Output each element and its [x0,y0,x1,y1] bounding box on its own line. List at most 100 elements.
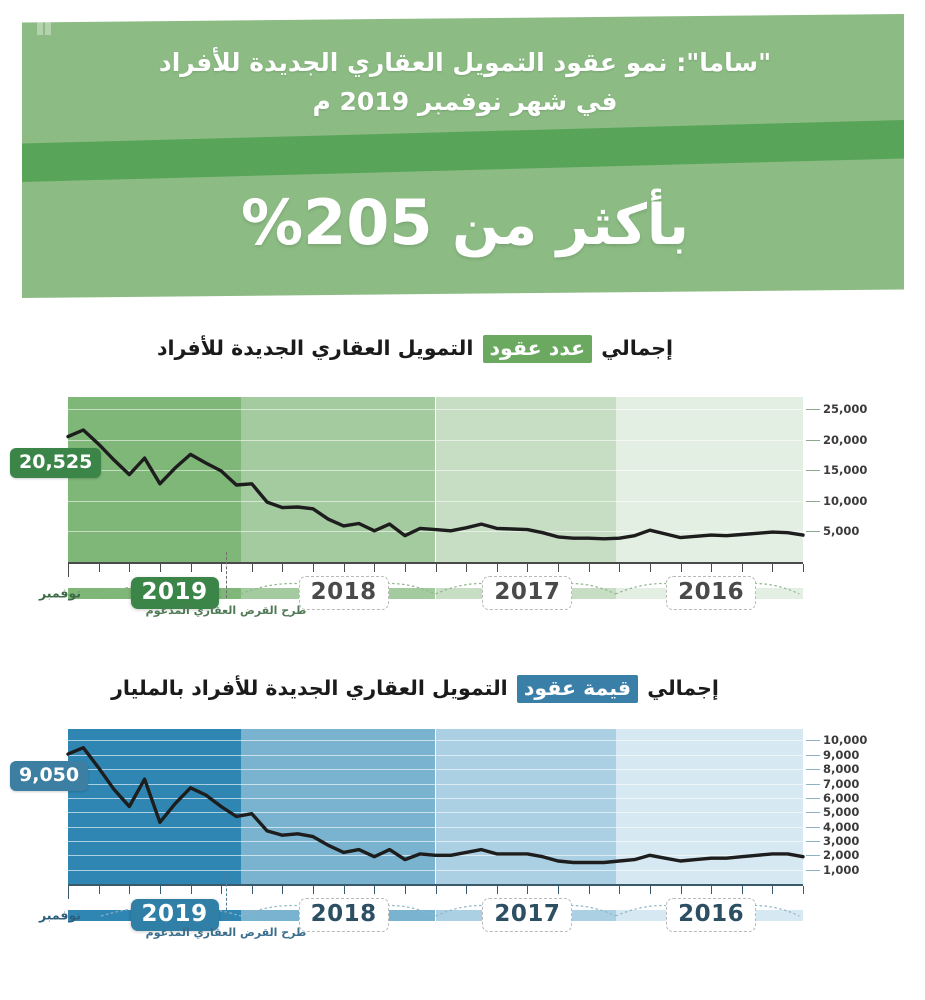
x-axis-tick [588,886,590,894]
data-point-callout: 9,050 [10,761,89,792]
chart-annotation: طرح القرض العقاري المدعوم [145,604,307,617]
x-axis-tick [619,564,621,572]
x-axis-tick [159,564,161,572]
x-axis-tick [803,564,804,572]
headline-statistic: بأكثر من 205% [60,186,870,259]
x-axis-year-2016[interactable]: 2016 [666,898,757,932]
x-axis-tick [98,886,100,894]
headline-number: 205% [241,186,434,259]
page-title-line-1: "ساما": نمو عقود التمويل العقاري الجديدة… [60,44,870,83]
x-axis-tick [496,886,498,894]
x-axis-tick [466,564,468,572]
x-axis-year-2016[interactable]: 2016 [666,576,757,610]
x-axis-year-2018[interactable]: 2018 [298,898,389,932]
gridline [68,531,803,533]
x-axis-tick [496,564,498,572]
x-axis-tick [129,564,131,572]
x-axis-tick [435,886,437,894]
x-axis-tick [343,886,345,894]
x-axis-tick [251,886,253,894]
y-axis-tick [806,855,820,857]
x-axis-tick [435,564,437,572]
y-axis-label: 5,000 [823,805,860,820]
y-axis-tick [806,826,820,828]
y-axis-tick [806,840,820,842]
gridline [68,826,803,828]
y-axis-label: 2,000 [823,848,860,863]
y-axis-tick [806,740,820,742]
gridline [68,812,803,814]
x-axis-month-label: نوفمبر [39,907,81,923]
x-axis-year-2017[interactable]: 2017 [482,898,573,932]
x-axis-tick [282,564,284,572]
x-axis-year-2019[interactable]: 2019 [130,577,219,609]
x-axis-tick [527,564,529,572]
x-axis-tick [313,886,314,894]
y-axis-tick [806,439,820,441]
chart-title-suffix: التمويل العقاري الجديدة للأفراد [156,336,481,360]
y-axis-label: 4,000 [823,819,860,834]
y-axis-tick [806,500,820,502]
x-axis-tick [190,886,192,894]
y-axis-tick [806,783,820,785]
page-title-line-2: في شهر نوفمبر 2019 م [312,86,618,116]
y-axis-label: 10,000 [823,493,868,508]
plot-area-value: 1,000 2,000 3,000 4,000 5,000 6,000 7,000 8,000… [10,729,867,954]
gridline [68,869,803,871]
y-axis-label: 9,000 [823,747,860,762]
gridline [68,754,803,756]
series-line-count-chart [66,428,805,541]
y-axis-tick [806,470,820,472]
y-axis-tick [806,869,820,871]
y-axis-label: 3,000 [823,833,860,848]
x-axis-tick [649,886,651,894]
x-axis-year-2019[interactable]: 2019 [130,899,219,931]
x-axis-tick [803,886,804,894]
x-axis-tick [251,564,253,572]
x-axis-tick [527,886,529,894]
spa-logo-icon [36,8,58,38]
gridline [68,840,803,842]
y-axis-tick [806,769,820,771]
headline-prefix: بأكثر من [432,193,690,258]
x-axis-month-label: نوفمبر [39,585,81,601]
y-axis-label: 8,000 [823,762,860,777]
chart-title-highlight: قيمة عقود [516,675,639,703]
page-title-source: "ساما": [676,48,772,77]
x-axis-tick [282,886,284,894]
x-axis-line [68,562,803,564]
x-axis-tick [619,886,621,894]
x-axis-tick [221,564,223,572]
header-banner: "ساما": نمو عقود التمويل العقاري الجديدة… [0,0,925,310]
page-title-rest: نمو عقود التمويل العقاري الجديدة للأفراد [158,48,677,77]
x-axis-tick [772,564,774,572]
x-axis-tick [221,886,223,894]
x-axis-year-2018[interactable]: 2018 [298,576,389,610]
y-axis-tick [806,409,820,411]
x-axis-tick [159,886,161,894]
x-axis-tick [313,564,314,572]
x-axis-year-2017[interactable]: 2017 [482,576,573,610]
gridline [68,470,803,472]
annotation-marker-line [226,552,228,598]
x-axis-line [68,884,803,886]
year-band-2019 [68,397,241,562]
y-axis-label: 10,000 [823,733,868,748]
y-axis-tick [806,531,820,533]
plot-area-count: 5,000 10,000 15,000 20,000 25,000 20,525 2019 2… [10,397,867,622]
chart-title-prefix: إجمالي [640,676,719,700]
x-axis-tick [68,886,69,899]
x-axis-tick [741,564,743,572]
y-axis-label: 1,000 [823,862,860,877]
x-axis-tick [588,564,590,572]
gridline [68,783,803,785]
x-axis-tick [680,564,682,572]
y-axis-label: 20,000 [823,432,868,447]
x-axis-tick [98,564,100,572]
x-axis-tick [374,886,376,894]
y-axis-label: 6,000 [823,790,860,805]
chart-title-count: إجمالي عدد عقود التمويل العقاري الجديدة … [30,335,800,363]
x-axis-tick [741,886,743,894]
x-axis-tick [68,564,69,577]
y-axis-tick [806,797,820,799]
